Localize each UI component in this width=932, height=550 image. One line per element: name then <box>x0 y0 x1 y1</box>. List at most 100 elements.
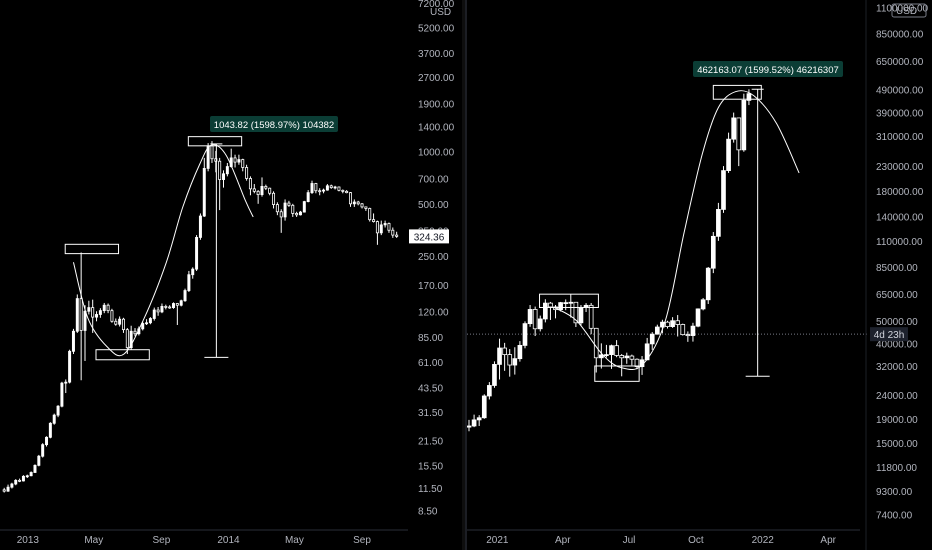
cup-curve[interactable] <box>72 144 254 357</box>
candle-down <box>634 358 640 368</box>
candle-up <box>95 314 99 318</box>
candle-up <box>102 304 106 312</box>
time-tick-label: Oct <box>688 535 704 546</box>
candle-up <box>64 381 68 384</box>
candle-up <box>237 159 241 163</box>
candle-up <box>333 186 337 189</box>
candle-up <box>721 170 726 210</box>
candle-up <box>14 479 18 485</box>
price-tick-label: 390000.00 <box>876 109 924 120</box>
time-tick-label: Sep <box>353 535 371 546</box>
candle-up <box>695 308 701 327</box>
candle-up <box>98 310 102 315</box>
last-price-label: 324.36 <box>414 232 445 243</box>
candle-down <box>680 324 686 336</box>
candle-down <box>214 158 218 162</box>
price-tick-label: 110000.00 <box>876 237 923 248</box>
candle-down <box>252 188 256 192</box>
candle-down <box>114 320 118 325</box>
last-price-badge <box>409 229 449 244</box>
candle-up <box>222 173 226 180</box>
cup-curve[interactable] <box>553 90 800 371</box>
price-tick-label: 24000.00 <box>876 391 918 402</box>
time-axis[interactable]: 2013 May Sep 2014 May Sep <box>0 529 408 546</box>
candle-down <box>168 306 172 309</box>
price-tick-label: 500.00 <box>418 200 449 211</box>
price-tick-label: 15.50 <box>418 461 443 472</box>
candle-down <box>233 157 237 163</box>
price-tick-label: 61.00 <box>418 358 443 369</box>
rectangle-drawing[interactable] <box>594 365 640 382</box>
price-tick-label: 1400.00 <box>418 122 455 133</box>
candle-up <box>21 475 25 482</box>
candle-up <box>75 298 79 332</box>
candle-down <box>279 211 283 218</box>
candle-down <box>314 183 318 192</box>
candle-up <box>152 309 156 319</box>
candle-up <box>624 355 630 359</box>
time-tick-label: 2014 <box>217 535 240 546</box>
time-axis[interactable]: 2021 Apr Jul Oct 2022 Apr <box>467 529 860 546</box>
price-tick-label: 170.00 <box>418 281 449 292</box>
candle-down <box>210 145 214 160</box>
rectangle-drawing[interactable] <box>64 243 120 255</box>
time-tick-label: 2021 <box>486 535 509 546</box>
candle-up <box>649 333 655 345</box>
price-axis[interactable]: 1100000.00 850000.00 650000.00 490000.00 390… <box>876 3 929 522</box>
price-tick-label: 9300.00 <box>876 487 913 498</box>
candle-down <box>121 318 125 331</box>
price-tick-label: 180000.00 <box>876 187 924 198</box>
candle-up <box>383 223 387 226</box>
chart-panel-2013[interactable]: 7200.00 5200.00 3700.00 2700.00 1900.00 1400.… <box>0 0 455 546</box>
candle-down <box>125 329 129 349</box>
candle-up <box>191 268 195 276</box>
candle-up <box>56 405 60 416</box>
price-tick-label: 1100000.00 <box>876 4 929 15</box>
candle-down <box>287 202 291 206</box>
candle-up <box>322 189 326 192</box>
candles <box>466 89 752 432</box>
currency-badge[interactable] <box>891 3 927 18</box>
price-tick-label: 490000.00 <box>876 85 924 96</box>
rectangle-drawing[interactable] <box>539 293 599 308</box>
candle-down <box>241 159 245 168</box>
candle-up <box>160 305 164 313</box>
candle-down <box>318 190 322 193</box>
candle-up <box>731 117 736 140</box>
price-tick-label: 120.00 <box>418 307 449 318</box>
candle-down <box>345 190 349 194</box>
rectangle-drawing[interactable] <box>95 349 150 361</box>
candles <box>2 141 399 493</box>
candle-up <box>497 347 502 365</box>
panel-divider[interactable] <box>462 0 467 550</box>
candle-down <box>629 355 635 360</box>
price-tick-label: 1900.00 <box>418 99 455 110</box>
price-tick-label: 19000.00 <box>876 415 918 426</box>
candle-down <box>341 189 345 192</box>
candle-down <box>614 345 619 356</box>
time-tick-label: Apr <box>820 535 836 546</box>
price-tick-label: 40000.00 <box>876 339 918 350</box>
rectangle-drawing[interactable] <box>187 136 243 147</box>
time-tick-label: Jul <box>623 535 636 546</box>
candle-down <box>133 330 137 335</box>
candle-down <box>619 355 625 359</box>
rectangle-drawing[interactable] <box>712 84 762 100</box>
candle-up <box>283 202 287 218</box>
candle-down <box>337 186 341 191</box>
candle-up <box>68 350 72 383</box>
candle-down <box>256 190 260 196</box>
candle-up <box>225 166 229 175</box>
price-tick-label: 850000.00 <box>876 30 924 41</box>
candle-up <box>487 385 492 397</box>
candle-up <box>466 425 472 428</box>
candle-down <box>736 117 742 151</box>
candle-down <box>532 309 538 330</box>
price-tick-label: 21.50 <box>418 437 443 448</box>
candle-up <box>302 201 306 213</box>
candle-up <box>25 475 29 478</box>
price-tick-label: 250.00 <box>418 252 449 263</box>
candle-down <box>387 223 391 231</box>
chart-panel-2021[interactable]: 1100000.00 850000.00 650000.00 490000.00 390… <box>466 3 929 546</box>
